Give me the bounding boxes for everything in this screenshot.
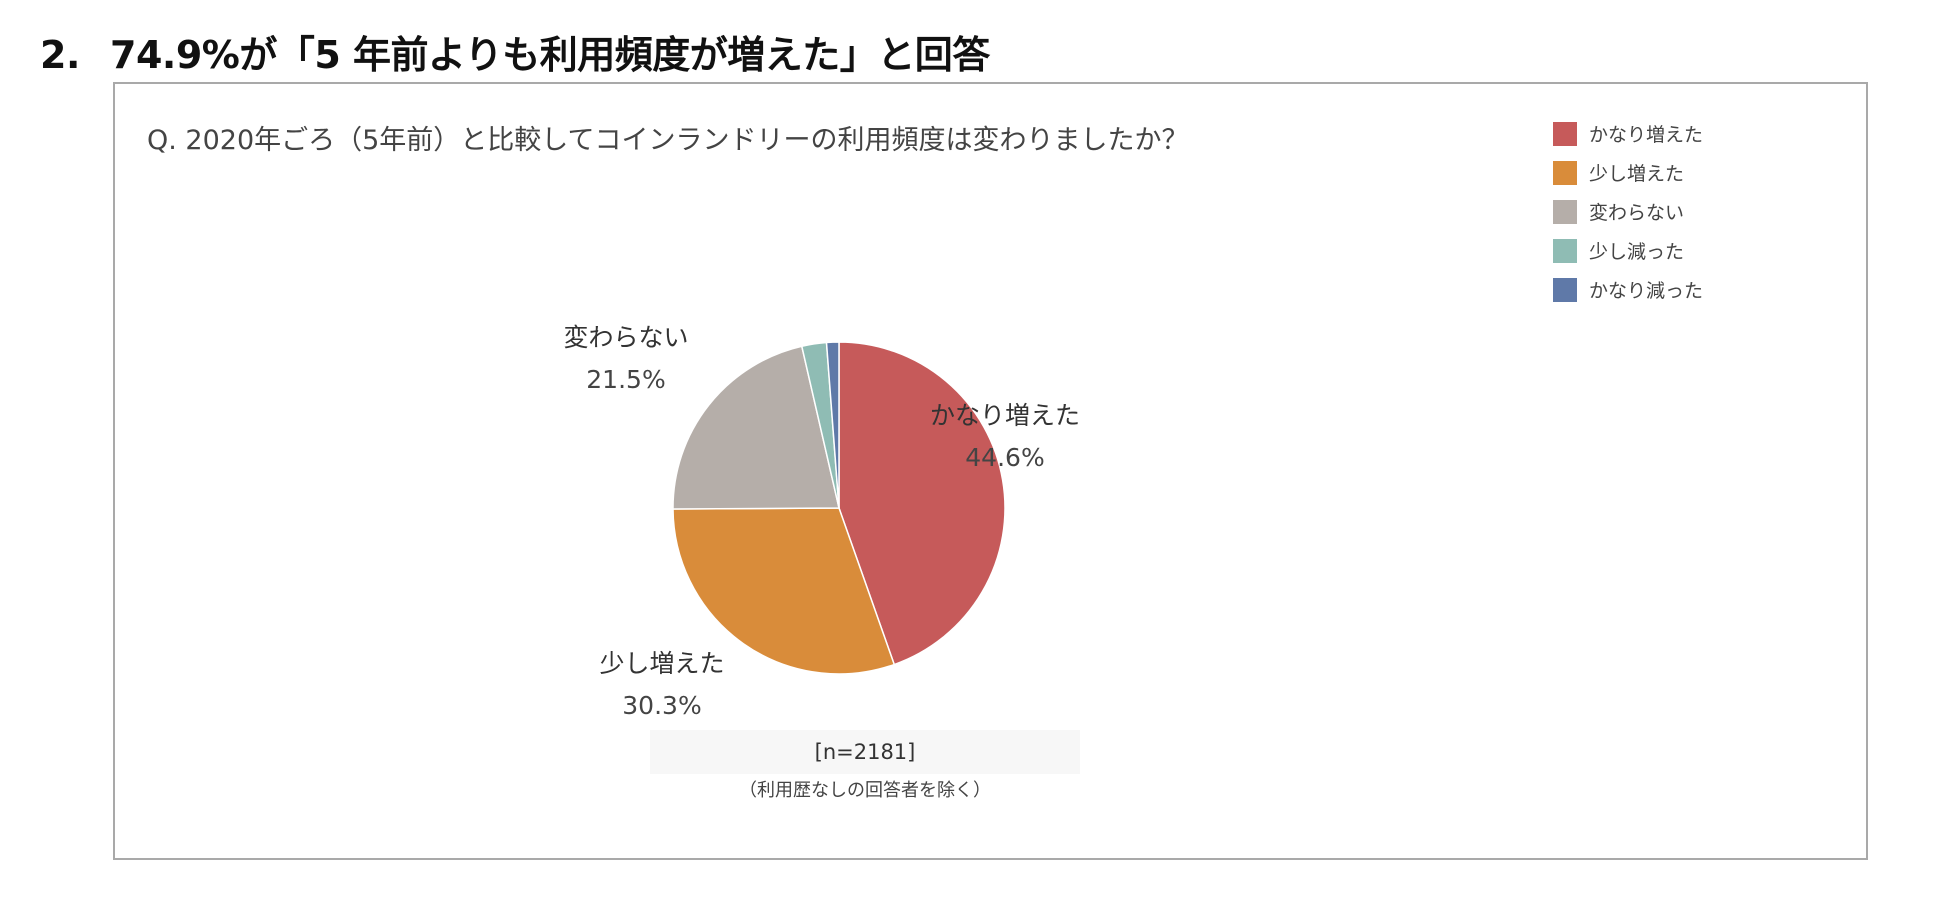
legend-swatch (1553, 238, 1577, 263)
legend-item: かなり増えた (1553, 114, 1703, 153)
section-number: 2. (40, 33, 80, 77)
sample-size: [n=2181] (650, 730, 1080, 774)
legend-item: 変わらない (1553, 192, 1703, 231)
pie-labels: かなり増えた 44.6% 少し増えた 30.3% 変わらない 21.5% (563, 323, 1080, 720)
pie-slices (672, 341, 1006, 675)
slice-value-label: 21.5% (586, 365, 665, 394)
legend-label: 少し増えた (1589, 163, 1685, 185)
legend-label: 少し減った (1589, 241, 1685, 263)
slice-label: 少し増えた (599, 649, 724, 678)
section-heading: 2. 74.9%が「5 年前よりも利用頻度が増えた」と回答 (40, 24, 990, 79)
pie-slice (672, 345, 840, 510)
pie-slice (838, 341, 1006, 666)
chart-title: Q. 2020年ごろ（5年前）と比較してコインランドリーの利用頻度は変わりました… (147, 125, 1189, 156)
legend-swatch (1553, 199, 1577, 224)
chart-legend: かなり増えた 少し増えた変わらない少し減ったかなり減った (1553, 114, 1703, 309)
legend-label: かなり減った (1589, 280, 1704, 302)
pie-slice (672, 507, 896, 675)
pie-slice (825, 341, 840, 509)
legend-item: 少し増えた (1553, 153, 1703, 192)
slice-value-label: 44.6% (965, 443, 1044, 472)
legend-item: かなり減った (1553, 270, 1703, 309)
section-title: 74.9%が「5 年前よりも利用頻度が増えた」と回答 (110, 33, 990, 77)
legend-item: 少し減った (1553, 231, 1703, 270)
legend-label: 変わらない (1589, 202, 1685, 224)
pie-chart: かなり増えた 44.6% 少し増えた 30.3% 変わらない 21.5% (563, 323, 1080, 720)
legend-label: かなり増えた (1589, 124, 1704, 146)
legend-swatch (1553, 160, 1577, 185)
slice-label: かなり増えた (930, 401, 1080, 430)
slice-value-label: 30.3% (622, 691, 701, 720)
legend-swatch (1553, 121, 1577, 146)
sample-note: （利用歴なしの回答者を除く） (739, 780, 991, 801)
slice-label: 変わらない (563, 323, 688, 352)
legend-swatch (1553, 277, 1577, 302)
chart-panel: Q. 2020年ごろ（5年前）と比較してコインランドリーの利用頻度は変わりました… (113, 82, 1868, 860)
